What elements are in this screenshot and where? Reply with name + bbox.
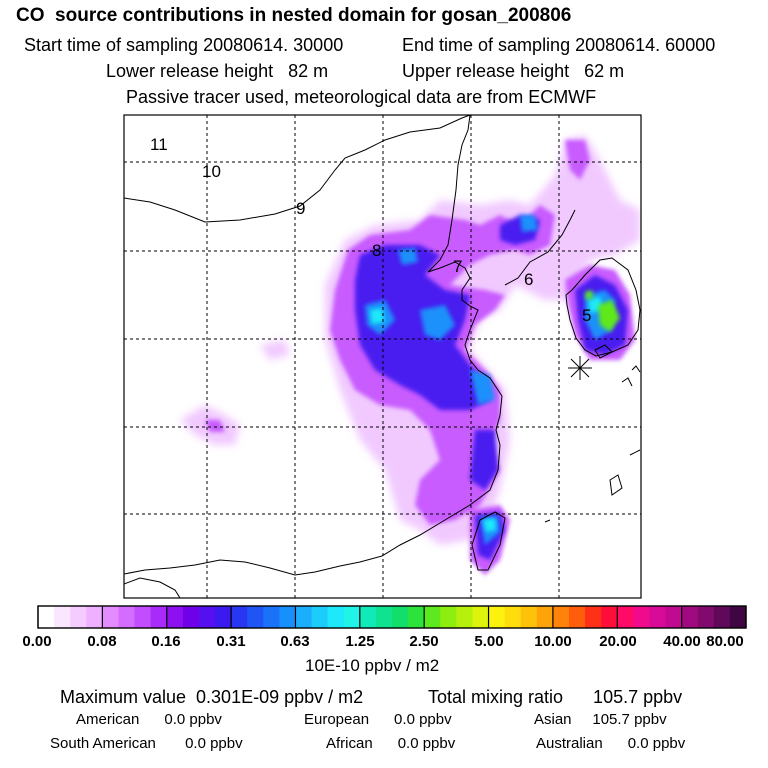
colorbar-swatch xyxy=(424,606,441,628)
colorbar-swatch xyxy=(552,606,570,628)
colorbar-tick-label: 0.16 xyxy=(151,633,181,650)
colorbar-swatch xyxy=(665,606,683,628)
american-contribution: American 0.0 ppbv xyxy=(76,711,222,728)
trajectory-label: 6 xyxy=(524,270,534,289)
lower-release-height-label: Lower release height 82 m xyxy=(106,61,329,81)
concentration-field xyxy=(180,135,640,575)
colorbar-swatch xyxy=(472,606,490,628)
colorbar-tick-label: 0.63 xyxy=(280,633,310,650)
trajectory-label: 10 xyxy=(202,162,221,181)
colorbar-swatch xyxy=(102,606,119,628)
colorbar-tick-label: 80.00 xyxy=(706,633,744,650)
colorbar-swatch xyxy=(713,606,731,628)
australian-contribution: Australian 0.0 ppbv xyxy=(536,735,686,752)
colorbar-swatch xyxy=(231,606,248,628)
colorbar-swatch xyxy=(86,606,103,628)
map-frame xyxy=(123,114,642,599)
colorbar-tick-label: 20.00 xyxy=(599,633,637,650)
colorbar-swatch xyxy=(263,606,280,628)
colorbar-swatch xyxy=(38,606,55,628)
maximum-value-label: Maximum value 0.301E-09 ppbv / m2 xyxy=(60,687,364,707)
coastline xyxy=(124,115,641,598)
colorbar-tick-label: 5.00 xyxy=(474,633,504,650)
colorbar-swatch xyxy=(569,606,586,628)
colorbar-tick-label: 0.00 xyxy=(22,633,52,650)
colorbar-swatch xyxy=(343,606,361,628)
colorbar-tick-label: 40.00 xyxy=(663,633,701,650)
colorbar-swatch xyxy=(440,606,457,628)
colorbar-swatch xyxy=(215,606,232,628)
colorbar-tick-label: 2.50 xyxy=(409,633,439,650)
asian-contribution: Asian 105.7 ppbv xyxy=(534,711,667,728)
colorbar-swatch xyxy=(392,606,409,628)
start-time-label: Start time of sampling 20080614. 30000 xyxy=(24,35,344,55)
colorbar-swatch xyxy=(585,606,602,628)
receptor-marker-icon xyxy=(568,356,592,380)
african-contribution: African 0.0 ppbv xyxy=(326,735,456,752)
graticule xyxy=(124,115,641,598)
colorbar-tick-label: 10.00 xyxy=(534,633,572,650)
colorbar-swatch xyxy=(150,606,168,628)
colorbar-swatch xyxy=(697,606,715,628)
trajectory-label: 8 xyxy=(372,241,382,260)
trajectory-label: 7 xyxy=(453,257,463,276)
colorbar-tick-label: 1.25 xyxy=(345,633,375,650)
colorbar-swatch xyxy=(118,606,136,628)
colorbar-tick-label: 0.31 xyxy=(216,633,246,650)
colorbar-swatch xyxy=(617,606,634,628)
colorbar-swatch xyxy=(681,606,699,628)
colorbar-swatch xyxy=(504,606,522,628)
total-mixing-ratio-label: Total mixing ratio 105.7 ppbv xyxy=(428,687,683,707)
tracer-note: Passive tracer used, meteorological data… xyxy=(126,87,597,107)
colorbar-swatch xyxy=(327,606,345,628)
colorbar-swatch xyxy=(359,606,377,628)
colorbar-swatch xyxy=(649,606,667,628)
colorbar-swatch xyxy=(198,606,216,628)
colorbar-tick-label: 0.08 xyxy=(87,633,117,650)
colorbar-swatch xyxy=(729,606,747,628)
map-panel xyxy=(123,114,642,599)
trajectory-label: 11 xyxy=(150,135,168,154)
colorbar-swatch xyxy=(134,606,152,628)
trajectory-label: 5 xyxy=(582,306,592,325)
colorbar-swatch xyxy=(295,606,313,628)
colorbar-swatch xyxy=(408,606,425,628)
colorbar-swatch xyxy=(311,606,329,628)
colorbar-unit-label: 10E-10 ppbv / m2 xyxy=(305,656,440,675)
colorbar-swatch xyxy=(182,606,200,628)
colorbar-swatch xyxy=(247,606,264,628)
european-contribution: European 0.0 ppbv xyxy=(304,711,452,728)
end-time-label: End time of sampling 20080614. 60000 xyxy=(402,35,716,55)
plot-title: CO source contributions in nested domain… xyxy=(16,5,572,26)
colorbar xyxy=(37,605,747,629)
colorbar-frame xyxy=(37,605,747,629)
colorbar-swatch xyxy=(54,606,71,628)
colorbar-swatch xyxy=(601,606,618,628)
colorbar-swatch xyxy=(70,606,87,628)
colorbar-swatch xyxy=(520,606,538,628)
colorbar-swatch xyxy=(375,606,393,628)
colorbar-swatch xyxy=(488,606,506,628)
colorbar-swatch xyxy=(279,606,296,628)
colorbar-swatch xyxy=(536,606,554,628)
colorbar-swatch xyxy=(166,606,184,628)
colorbar-swatch xyxy=(456,606,473,628)
trajectory-label: 9 xyxy=(296,199,306,218)
colorbar-swatch xyxy=(633,606,650,628)
upper-release-height-label: Upper release height 62 m xyxy=(402,61,625,81)
south-american-contribution: South American 0.0 ppbv xyxy=(50,735,243,752)
